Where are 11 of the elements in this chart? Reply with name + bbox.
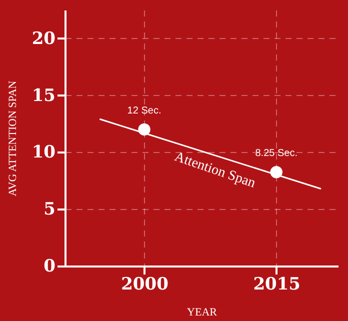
x-tick-label: 2015 [253, 274, 301, 294]
data-label: 8.25 Sec. [255, 148, 298, 160]
y-tick-label: 15 [32, 86, 56, 106]
y-tick-label: 10 [32, 142, 56, 163]
y-tick-label: 20 [32, 28, 56, 49]
y-tick-label: 5 [44, 200, 56, 220]
x-axis-title: YEAR [187, 306, 218, 318]
x-tick-label: 2000 [121, 274, 169, 294]
data-label: 12 Sec. [127, 105, 162, 116]
y-tick-label: 0 [44, 256, 56, 276]
y-axis-title: AVG ATTENTION SPAN [6, 80, 19, 196]
